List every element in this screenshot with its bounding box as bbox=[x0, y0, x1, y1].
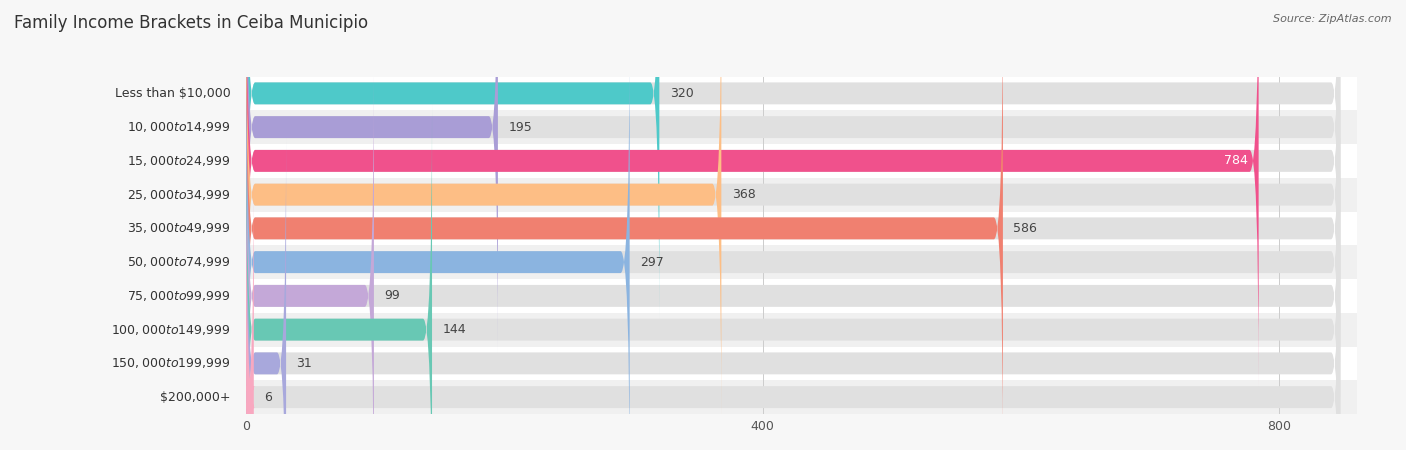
FancyBboxPatch shape bbox=[246, 104, 1340, 450]
Bar bbox=[246, 313, 1357, 346]
FancyBboxPatch shape bbox=[246, 138, 285, 450]
FancyBboxPatch shape bbox=[246, 0, 1340, 352]
Bar bbox=[246, 346, 1357, 380]
Text: 31: 31 bbox=[297, 357, 312, 370]
Bar bbox=[246, 144, 1357, 178]
FancyBboxPatch shape bbox=[246, 172, 1340, 450]
Text: $75,000 to $99,999: $75,000 to $99,999 bbox=[127, 289, 231, 303]
FancyBboxPatch shape bbox=[246, 3, 1002, 450]
Bar bbox=[246, 245, 1357, 279]
Text: $200,000+: $200,000+ bbox=[160, 391, 231, 404]
Text: 368: 368 bbox=[731, 188, 755, 201]
FancyBboxPatch shape bbox=[246, 0, 1340, 420]
Text: $25,000 to $34,999: $25,000 to $34,999 bbox=[127, 188, 231, 202]
FancyBboxPatch shape bbox=[246, 0, 721, 420]
Text: $35,000 to $49,999: $35,000 to $49,999 bbox=[127, 221, 231, 235]
Bar bbox=[246, 178, 1357, 211]
FancyBboxPatch shape bbox=[246, 71, 1340, 450]
Text: 144: 144 bbox=[443, 323, 465, 336]
Text: 6: 6 bbox=[264, 391, 271, 404]
Text: $10,000 to $14,999: $10,000 to $14,999 bbox=[127, 120, 231, 134]
FancyBboxPatch shape bbox=[246, 0, 498, 352]
FancyBboxPatch shape bbox=[246, 0, 1340, 386]
Text: 297: 297 bbox=[640, 256, 664, 269]
Text: $100,000 to $149,999: $100,000 to $149,999 bbox=[111, 323, 231, 337]
FancyBboxPatch shape bbox=[246, 0, 659, 319]
Text: 320: 320 bbox=[669, 87, 693, 100]
Text: $50,000 to $74,999: $50,000 to $74,999 bbox=[127, 255, 231, 269]
FancyBboxPatch shape bbox=[246, 71, 374, 450]
Text: $15,000 to $24,999: $15,000 to $24,999 bbox=[127, 154, 231, 168]
FancyBboxPatch shape bbox=[246, 138, 1340, 450]
FancyBboxPatch shape bbox=[246, 37, 630, 450]
Text: 195: 195 bbox=[508, 121, 531, 134]
FancyBboxPatch shape bbox=[246, 37, 1340, 450]
Text: Family Income Brackets in Ceiba Municipio: Family Income Brackets in Ceiba Municipi… bbox=[14, 14, 368, 32]
Text: Less than $10,000: Less than $10,000 bbox=[115, 87, 231, 100]
FancyBboxPatch shape bbox=[246, 0, 1258, 386]
Text: 586: 586 bbox=[1014, 222, 1038, 235]
Bar bbox=[246, 76, 1357, 110]
Bar bbox=[246, 380, 1357, 414]
FancyBboxPatch shape bbox=[245, 172, 254, 450]
Text: 784: 784 bbox=[1225, 154, 1249, 167]
Bar bbox=[246, 110, 1357, 144]
FancyBboxPatch shape bbox=[246, 0, 1340, 319]
Bar bbox=[246, 212, 1357, 245]
Text: $150,000 to $199,999: $150,000 to $199,999 bbox=[111, 356, 231, 370]
FancyBboxPatch shape bbox=[246, 104, 432, 450]
FancyBboxPatch shape bbox=[246, 3, 1340, 450]
Bar bbox=[246, 279, 1357, 313]
Text: Source: ZipAtlas.com: Source: ZipAtlas.com bbox=[1274, 14, 1392, 23]
Text: 99: 99 bbox=[384, 289, 399, 302]
